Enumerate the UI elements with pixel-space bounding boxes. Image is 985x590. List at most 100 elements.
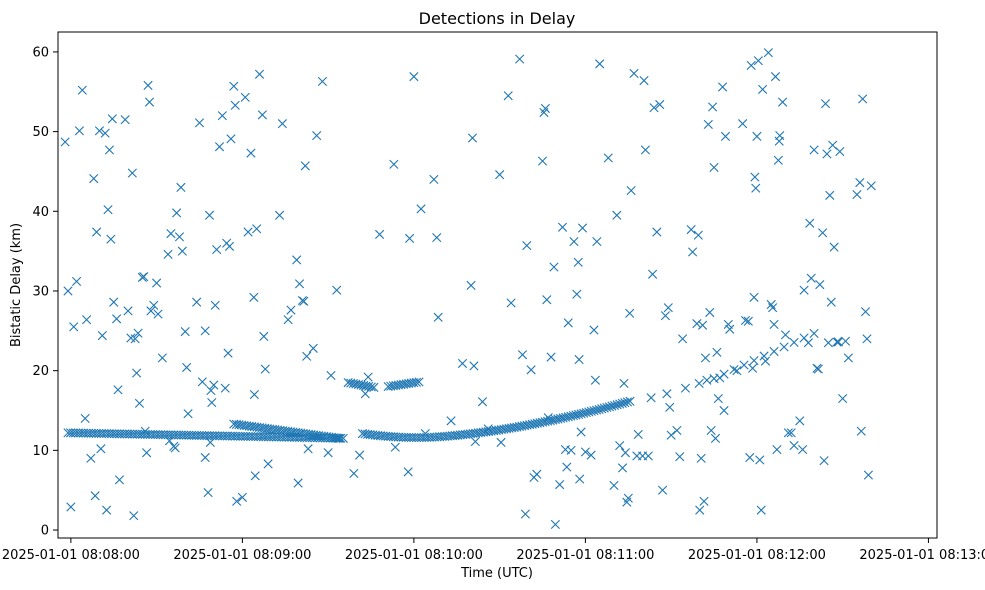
data-point-marker xyxy=(192,297,202,307)
data-point-marker xyxy=(769,319,779,330)
data-point-marker xyxy=(617,463,628,473)
data-point-marker xyxy=(312,131,322,141)
x-tick-label: 2025-01-01 08:12:00 xyxy=(688,548,826,563)
x-tick-label: 2025-01-01 08:08:00 xyxy=(2,548,140,563)
data-point-marker xyxy=(470,436,480,447)
data-point-marker xyxy=(609,480,619,490)
data-point-marker xyxy=(566,445,576,455)
data-point-marker xyxy=(602,402,612,413)
data-points xyxy=(60,48,876,530)
data-point-marker xyxy=(815,280,825,290)
data-point-marker xyxy=(743,316,753,326)
data-point-marker xyxy=(672,425,682,436)
data-point-marker xyxy=(746,60,756,71)
data-point-marker xyxy=(803,338,813,348)
data-point-marker xyxy=(755,455,765,465)
data-point-marker xyxy=(806,273,816,283)
data-point-marker xyxy=(838,393,848,404)
data-point-marker xyxy=(74,126,85,136)
data-point-marker xyxy=(772,444,782,455)
x-tick-label: 2025-01-01 08:10:00 xyxy=(345,548,483,563)
data-point-marker xyxy=(699,496,709,506)
data-point-marker xyxy=(223,348,233,358)
data-point-marker xyxy=(96,444,106,454)
data-point-marker xyxy=(170,443,180,453)
data-point-marker xyxy=(617,398,627,408)
data-point-marker xyxy=(860,307,871,317)
data-point-marker xyxy=(495,170,505,180)
data-point-marker xyxy=(562,462,572,472)
data-point-marker xyxy=(299,296,309,306)
data-point-marker xyxy=(469,361,479,371)
data-point-marker xyxy=(832,337,842,347)
data-point-marker xyxy=(693,230,703,240)
data-point-marker xyxy=(123,306,133,316)
data-point-marker xyxy=(97,331,107,341)
data-point-marker xyxy=(252,224,262,234)
data-point-marker xyxy=(595,59,605,69)
data-point-marker xyxy=(622,397,633,407)
data-point-marker xyxy=(317,76,328,86)
data-point-marker xyxy=(778,97,788,107)
data-point-marker xyxy=(60,137,70,147)
y-tick-label: 10 xyxy=(32,444,49,459)
data-point-marker xyxy=(855,178,865,188)
data-point-marker xyxy=(686,225,696,235)
data-point-marker xyxy=(805,218,815,228)
data-point-marker xyxy=(113,385,123,395)
plot-area xyxy=(58,32,937,538)
data-point-marker xyxy=(420,429,430,439)
data-point-marker xyxy=(858,94,868,104)
data-point-marker xyxy=(591,405,602,415)
data-point-marker xyxy=(286,305,296,315)
data-point-marker xyxy=(604,402,615,412)
data-point-marker xyxy=(700,353,711,363)
data-point-marker xyxy=(738,119,748,129)
data-point-marker xyxy=(277,119,287,129)
data-point-marker xyxy=(599,403,609,413)
data-point-marker xyxy=(149,300,159,310)
data-point-marker xyxy=(756,505,766,515)
data-point-marker xyxy=(607,401,617,411)
data-point-marker xyxy=(692,319,702,329)
data-point-marker xyxy=(590,375,600,385)
data-point-marker xyxy=(589,406,599,416)
data-point-marker xyxy=(843,353,853,363)
data-point-marker xyxy=(625,396,635,406)
data-point-marker xyxy=(80,413,90,424)
data-point-marker xyxy=(120,115,130,125)
data-point-marker xyxy=(574,354,584,365)
data-point-marker xyxy=(725,324,735,334)
data-point-marker xyxy=(109,297,119,307)
data-point-marker xyxy=(294,279,305,289)
data-point-marker xyxy=(789,440,799,451)
data-point-marker xyxy=(411,377,422,387)
data-point-marker xyxy=(818,228,828,238)
data-point-marker xyxy=(107,114,117,124)
data-point-marker xyxy=(249,389,259,400)
data-point-marker xyxy=(640,145,651,155)
data-point-marker xyxy=(710,433,721,443)
data-point-marker xyxy=(666,430,676,440)
data-point-marker xyxy=(182,362,192,373)
data-point-marker xyxy=(302,351,312,361)
data-point-marker xyxy=(366,382,376,392)
data-point-marker xyxy=(433,312,443,322)
data-point-marker xyxy=(769,346,779,357)
data-point-marker xyxy=(326,370,336,381)
data-point-marker xyxy=(332,285,342,295)
data-point-marker xyxy=(429,174,439,185)
data-point-marker xyxy=(146,306,156,316)
data-point-marker xyxy=(457,358,468,369)
data-point-marker xyxy=(517,350,528,360)
data-point-marker xyxy=(694,378,704,388)
data-point-marker xyxy=(114,475,125,485)
chart-title: Detections in Delay xyxy=(419,9,576,28)
data-point-marker xyxy=(194,118,205,128)
data-point-marker xyxy=(829,242,839,252)
data-point-marker xyxy=(100,128,110,138)
data-point-marker xyxy=(92,227,102,237)
data-point-marker xyxy=(232,496,242,506)
data-point-marker xyxy=(106,234,116,244)
plot-background xyxy=(58,32,937,538)
